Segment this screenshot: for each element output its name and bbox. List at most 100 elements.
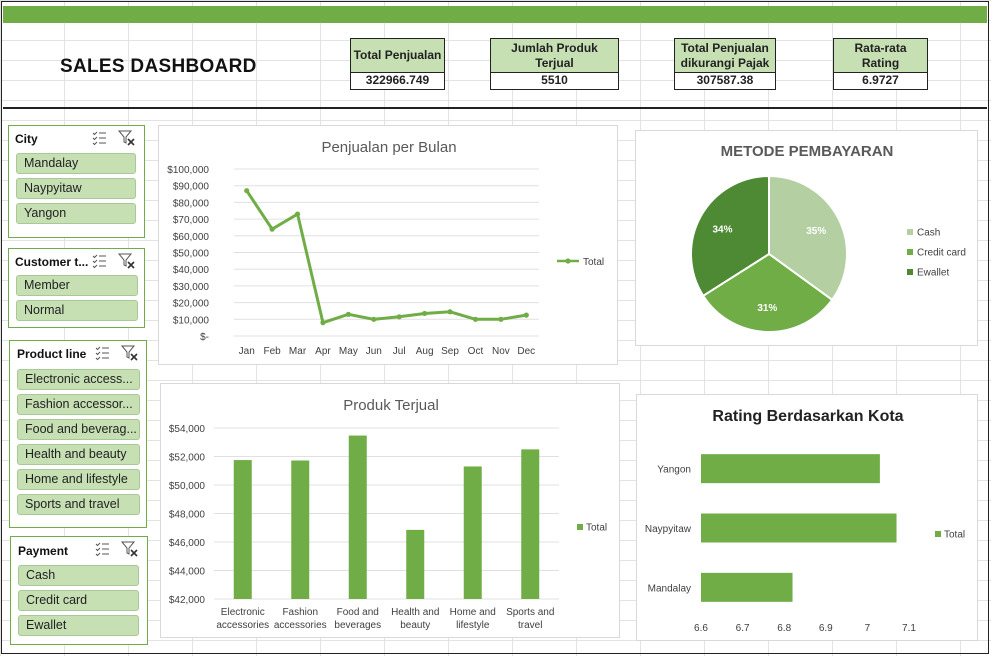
legend-swatch [907,229,913,235]
slicer-item-yangon[interactable]: Yangon [16,203,136,224]
chart-produk-terjual[interactable]: Produk Terjual $42,000 $44,000 $46,000 $48,0… [160,383,620,638]
x-tick-label: May [339,346,358,357]
data-point [422,310,428,317]
chart-title: Penjualan per Bulan [321,139,456,156]
multi-select-icon[interactable] [94,540,111,557]
legend-label: Total [586,523,607,534]
kpi-total-penjualan: Total Penjualan 322966.749 [350,38,445,90]
legend-swatch [577,524,583,530]
y-tick-label: $30,000 [173,282,210,293]
slicer-item-mandalay[interactable]: Mandalay [16,153,136,174]
multi-select-icon[interactable] [91,252,108,269]
bar [701,513,897,543]
y-tick-label: $60,000 [173,232,210,243]
kpi-label: Total Penjualan [351,39,444,73]
slicer-item-electronic[interactable]: Electronic access... [17,369,140,390]
bar [348,435,367,599]
series-line [245,189,527,325]
data-point [396,314,402,320]
x-tick-label: Electronic [221,607,265,618]
slicer-item-credit-card[interactable]: Credit card [18,590,139,611]
y-tick-label: $90,000 [173,182,210,193]
bar [521,449,540,599]
y-tick-label: $- [200,332,209,343]
slicer-payment[interactable]: Payment Cash Credit card Ewallet [10,536,148,645]
legend-swatch [935,531,941,537]
chart-title: Produk Terjual [343,397,439,414]
slicer-product-line[interactable]: Product line Electronic access... Fashio… [9,340,147,528]
x-tick-label: Feb [264,346,282,357]
slicer-title: City [15,132,38,146]
bar [291,460,310,599]
x-tick-label: Mar [289,346,307,357]
legend-swatch [907,269,913,275]
slicer-item-normal[interactable]: Normal [16,300,138,321]
x-tick-label: Jan [239,346,255,357]
x-tick-label: travel [518,620,542,631]
x-tick-label: beverages [334,620,381,631]
clear-filter-icon[interactable] [121,344,138,361]
slicer-title: Payment [18,544,69,558]
kpi-jumlah-produk: Jumlah Produk Terjual 5510 [490,38,619,90]
legend-swatch [907,249,913,255]
x-tick-label: Jul [393,346,406,357]
chart-penjualan-per-bulan[interactable]: Penjualan per Bulan $- $10,000 $20,000 $30,0… [158,125,618,365]
pie-data-label: 34% [713,224,733,235]
y-tick-label: $80,000 [173,198,210,209]
slicer-city[interactable]: City Mandalay Naypyitaw Yangon [8,125,145,238]
kpi-value: 307587.38 [675,73,775,89]
chart-title: METODE PEMBAYARAN [721,143,894,160]
slicer-item-food[interactable]: Food and beverag... [17,419,140,440]
x-tick-label: 6.6 [694,623,708,634]
legend-marker [565,258,571,264]
bar [463,466,482,599]
x-tick-label: 6.7 [736,623,750,634]
slicer-item-home[interactable]: Home and lifestyle [17,469,140,490]
y-tick-label: $10,000 [173,315,210,326]
chart-metode-pembayaran[interactable]: METODE PEMBAYARAN 35% 31% 34% Cash Credit car… [635,130,978,346]
y-tick-label: Mandalay [648,583,691,594]
slicer-title: Product line [17,347,87,361]
multi-select-icon[interactable] [91,129,108,146]
kpi-label: Total Penjualan dikurangi Pajak [675,39,775,73]
y-tick-label: $48,000 [169,510,206,521]
pie-data-label: 31% [757,303,777,314]
x-tick-label: Fashion [282,607,318,618]
bar-chart-svg: Produk Terjual $42,000 $44,000 $46,000 $48,0… [169,397,607,631]
x-tick-label: Apr [315,346,331,357]
slicer-item-cash[interactable]: Cash [18,565,139,586]
kpi-value: 322966.749 [351,73,444,89]
clear-filter-icon[interactable] [118,252,135,269]
slicer-item-ewallet[interactable]: Ewallet [18,615,139,636]
hbar-chart-svg: Rating Berdasarkan Kota 6.6 6.7 6.8 6.9 7 7.1 Y… [645,408,965,634]
x-tick-label: Aug [416,346,434,357]
x-tick-label: beauty [400,620,430,631]
bar [701,454,880,484]
x-tick-label: Sports and [506,607,554,618]
slicer-customer-type[interactable]: Customer t... Member Normal [8,248,145,328]
chart-rating-kota[interactable]: Rating Berdasarkan Kota 6.6 6.7 6.8 6.9 7 7.1 Y… [636,394,978,641]
kpi-label: Jumlah Produk Terjual [491,39,618,73]
bar [406,529,425,599]
slicer-item-health[interactable]: Health and beauty [17,444,140,465]
pie-data-label: 35% [806,226,826,237]
y-tick-label: $42,000 [169,595,206,606]
x-tick-label: 6.9 [819,623,833,634]
slicer-item-member[interactable]: Member [16,275,138,296]
slicer-item-sports[interactable]: Sports and travel [17,494,140,515]
kpi-value: 6.9727 [834,73,927,89]
data-point [294,211,301,217]
x-tick-label: 7.1 [902,623,916,634]
data-point [269,226,275,232]
x-tick-label: lifestyle [456,620,490,631]
clear-filter-icon[interactable] [121,540,138,557]
clear-filter-icon[interactable] [118,129,135,146]
slicer-item-fashion[interactable]: Fashion accessor... [17,394,140,415]
pie-slice [701,252,834,333]
y-tick-label: $20,000 [173,299,210,310]
x-tick-label: Home and [450,607,496,618]
kpi-rata-rating: Rata-rata Rating 6.9727 [833,38,928,90]
slicer-item-naypyitaw[interactable]: Naypyitaw [16,178,136,199]
multi-select-icon[interactable] [94,344,111,361]
